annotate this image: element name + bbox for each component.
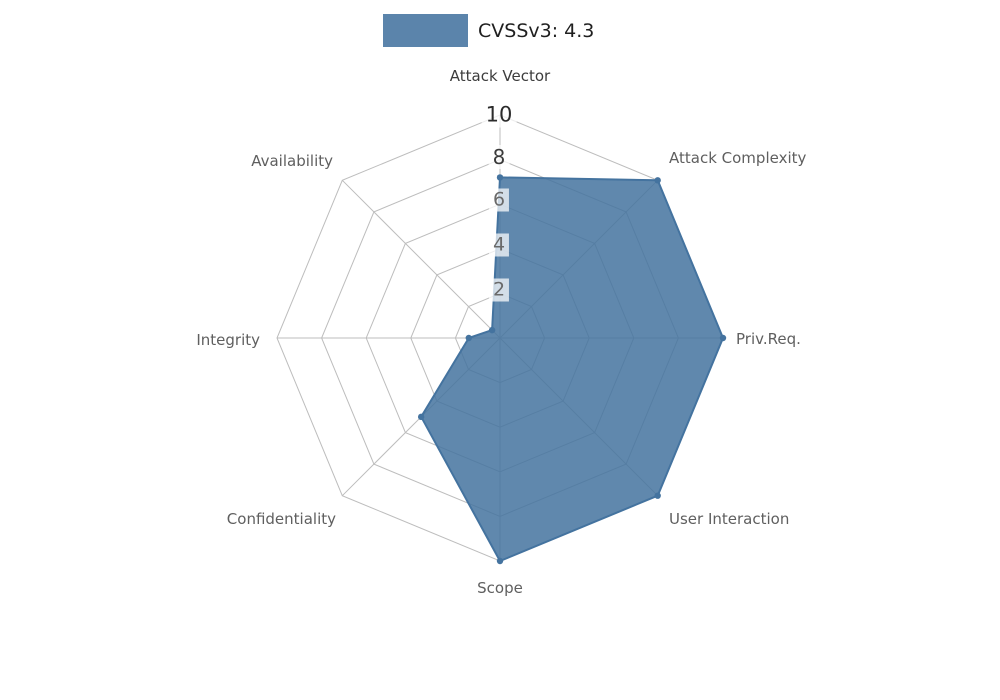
axis-label-integrity: Integrity — [196, 331, 260, 349]
axis-label-availability: Availability — [251, 152, 333, 170]
tick-label-2: 2 — [488, 278, 510, 302]
legend-swatch — [383, 14, 468, 47]
legend: CVSSv3: 4.3 — [383, 14, 594, 47]
tick-label-4: 4 — [488, 233, 510, 257]
tick-label-10: 10 — [481, 102, 517, 128]
axis-label-attack-complexity: Attack Complexity — [669, 149, 807, 167]
tick-label-6: 6 — [488, 188, 510, 212]
axis-label-confidentiality: Confidentiality — [226, 510, 336, 528]
axis-label-attack-vector: Attack Vector — [449, 67, 551, 85]
axis-label-user-interaction: User Interaction — [669, 510, 790, 528]
axis-label-scope: Scope — [477, 579, 523, 597]
tick-label-8: 8 — [488, 145, 510, 169]
axis-label-priv-req: Priv.Req. — [736, 330, 801, 348]
legend-label: CVSSv3: 4.3 — [478, 19, 595, 42]
